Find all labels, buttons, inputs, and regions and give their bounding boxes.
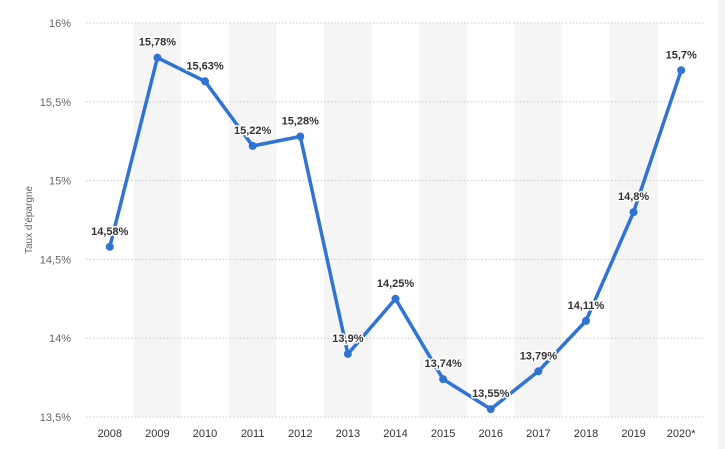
data-point (581, 316, 590, 325)
data-point (534, 367, 543, 376)
data-label: 15,22% (234, 125, 272, 137)
data-label: 15,78% (139, 37, 177, 49)
y-tick-label: 15% (49, 176, 71, 188)
data-label: 15,28% (282, 115, 320, 127)
data-label: 14,25% (377, 278, 415, 290)
y-tick-label: 15,5% (40, 97, 71, 109)
series-line (108, 55, 683, 411)
column-band (228, 23, 277, 417)
x-tick-label: 2011 (241, 428, 265, 440)
x-tick-label: 2020* (667, 428, 696, 440)
y-tick-label: 14% (49, 333, 71, 345)
data-point (153, 53, 162, 62)
y-tick-label: 16% (49, 18, 71, 30)
x-tick-label: 2009 (145, 428, 169, 440)
data-points (105, 53, 686, 414)
y-tick-label: 13,5% (40, 412, 71, 424)
column-band (514, 23, 563, 417)
data-point (677, 66, 686, 75)
x-tick-label: 2008 (98, 428, 122, 440)
data-label: 15,63% (186, 60, 224, 72)
x-tick-label: 2018 (574, 428, 598, 440)
data-point (105, 242, 114, 251)
data-point (296, 132, 305, 141)
data-point (391, 294, 400, 303)
x-tick-label: 2016 (478, 428, 502, 440)
x-tick-label: 2012 (288, 428, 312, 440)
column-bands (133, 23, 658, 417)
y-axis-label: Taux d'épargne (24, 186, 35, 255)
data-label: 14,11% (568, 300, 605, 312)
data-label: 13,9% (332, 333, 363, 345)
x-tick-label: 2017 (526, 428, 550, 440)
gridlines (86, 22, 705, 418)
data-label: 14,8% (618, 191, 649, 203)
y-tick-label: 14,5% (40, 254, 71, 266)
x-tick-label: 2014 (383, 428, 407, 440)
column-band (609, 23, 658, 417)
data-point (248, 141, 257, 150)
data-label: 13,74% (424, 358, 462, 370)
scrollbar-track[interactable] (719, 0, 725, 449)
x-axis-ticks: 2008 2009 2010 2011 2012 2013 2014 2015 2016 2017… (98, 428, 697, 440)
data-label: 14,58% (91, 226, 129, 238)
data-labels: 14,58% 15,78% 15,63% 15,22% 15,28% 13,9% 14,25… (90, 35, 699, 401)
data-label: 13,55% (472, 388, 510, 400)
y-axis-ticks: 13,5% 14% 14,5% 15% 15,5% 16% (40, 18, 71, 424)
column-band (133, 23, 182, 417)
series-polyline (108, 55, 683, 411)
data-label: 15,7% (666, 49, 697, 61)
data-point (343, 349, 352, 358)
x-tick-label: 2015 (431, 428, 455, 440)
x-tick-label: 2013 (336, 428, 360, 440)
x-tick-label: 2010 (193, 428, 217, 440)
data-point (629, 208, 638, 217)
data-label: 13,79% (520, 350, 558, 362)
data-point (201, 77, 210, 86)
data-point (486, 405, 495, 414)
data-point (439, 375, 448, 384)
x-tick-label: 2019 (621, 428, 645, 440)
